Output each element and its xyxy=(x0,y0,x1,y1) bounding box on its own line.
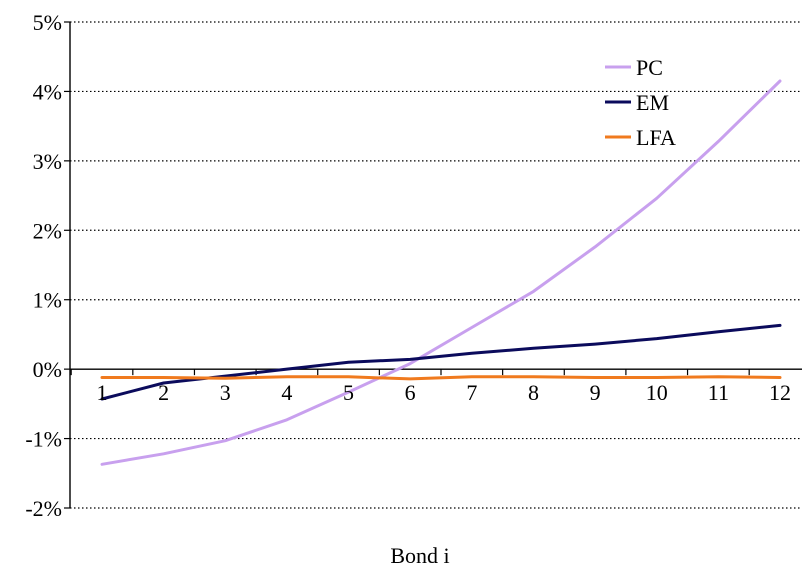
y-tick-label: 3% xyxy=(33,149,62,174)
x-tick-label: 8 xyxy=(528,380,539,405)
x-tick-label: 6 xyxy=(405,380,416,405)
x-tick-label: 7 xyxy=(466,380,477,405)
y-tick-label: 5% xyxy=(33,10,62,35)
y-tick-label: 2% xyxy=(33,218,62,243)
x-tick-label: 1 xyxy=(97,380,108,405)
y-tick-label: 4% xyxy=(33,79,62,104)
legend-label-pc: PC xyxy=(636,55,663,80)
x-axis-title: Bond i xyxy=(390,543,449,568)
x-tick-label: 12 xyxy=(769,380,791,405)
y-tick-label: 0% xyxy=(33,357,62,382)
x-tick-label: 5 xyxy=(343,380,354,405)
gridlines xyxy=(70,21,802,509)
legend-label-lfa: LFA xyxy=(636,125,676,150)
y-tick-label: -1% xyxy=(25,427,62,452)
x-tick-label: 3 xyxy=(220,380,231,405)
x-tick-label: 2 xyxy=(158,380,169,405)
axes xyxy=(64,21,802,509)
series-line-pc xyxy=(100,79,782,466)
legend: PC EM LFA xyxy=(605,55,676,150)
y-tick-label: -2% xyxy=(25,496,62,521)
series-lines xyxy=(100,79,782,466)
series-line-lfa xyxy=(100,375,782,381)
x-tick-label: 9 xyxy=(590,380,601,405)
series-line-em xyxy=(100,323,782,401)
tick-labels: -2%-1%0%1%2%3%4%5%1 2 3 4 5 6 7 8 9 10 11 12 xyxy=(25,10,791,521)
x-tick-label: 10 xyxy=(646,380,668,405)
x-tick-label: 11 xyxy=(708,380,729,405)
legend-label-em: EM xyxy=(636,90,669,115)
y-tick-label: 1% xyxy=(33,288,62,313)
x-tick-label: 4 xyxy=(281,380,292,405)
